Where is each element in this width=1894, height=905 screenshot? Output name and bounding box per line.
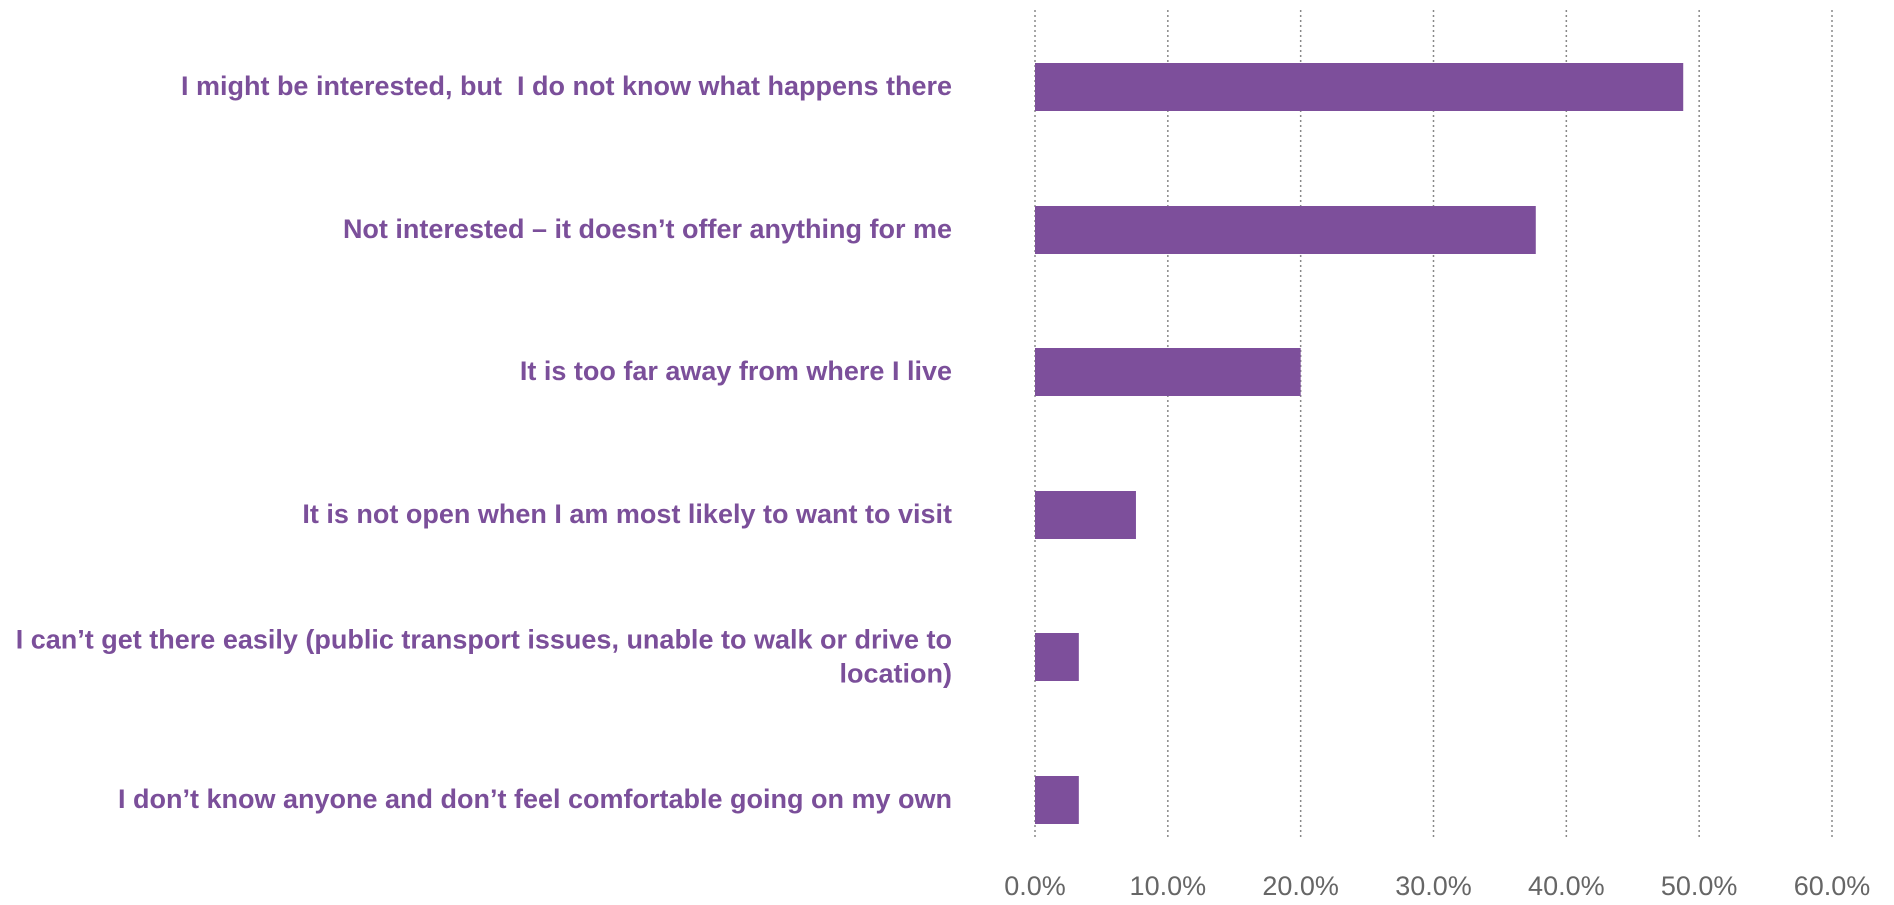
bar (1035, 348, 1301, 396)
bar (1035, 63, 1684, 111)
y-tick-label: Not interested – it doesn’t offer anythi… (342, 214, 952, 245)
y-tick-label: It is not open when I am most likely to … (302, 499, 952, 530)
bar (1035, 491, 1136, 539)
x-tick-label: 60.0% (1794, 871, 1871, 901)
y-tick-label: I might be interested, but I do not know… (180, 71, 952, 102)
y-tick-label: I don’t know anyone and don’t feel comfo… (117, 784, 952, 815)
bar (1035, 776, 1079, 824)
y-tick-label: I can’t get there easily (public transpo… (15, 624, 960, 688)
bar (1035, 633, 1079, 681)
x-tick-label: 0.0% (1004, 871, 1066, 901)
x-tick-label: 30.0% (1395, 871, 1472, 901)
x-tick-label: 40.0% (1528, 871, 1605, 901)
y-tick-label: It is too far away from where I live (519, 356, 952, 387)
x-tick-label: 20.0% (1262, 871, 1339, 901)
bar (1035, 206, 1536, 254)
x-tick-label: 10.0% (1130, 871, 1207, 901)
x-tick-label: 50.0% (1661, 871, 1738, 901)
